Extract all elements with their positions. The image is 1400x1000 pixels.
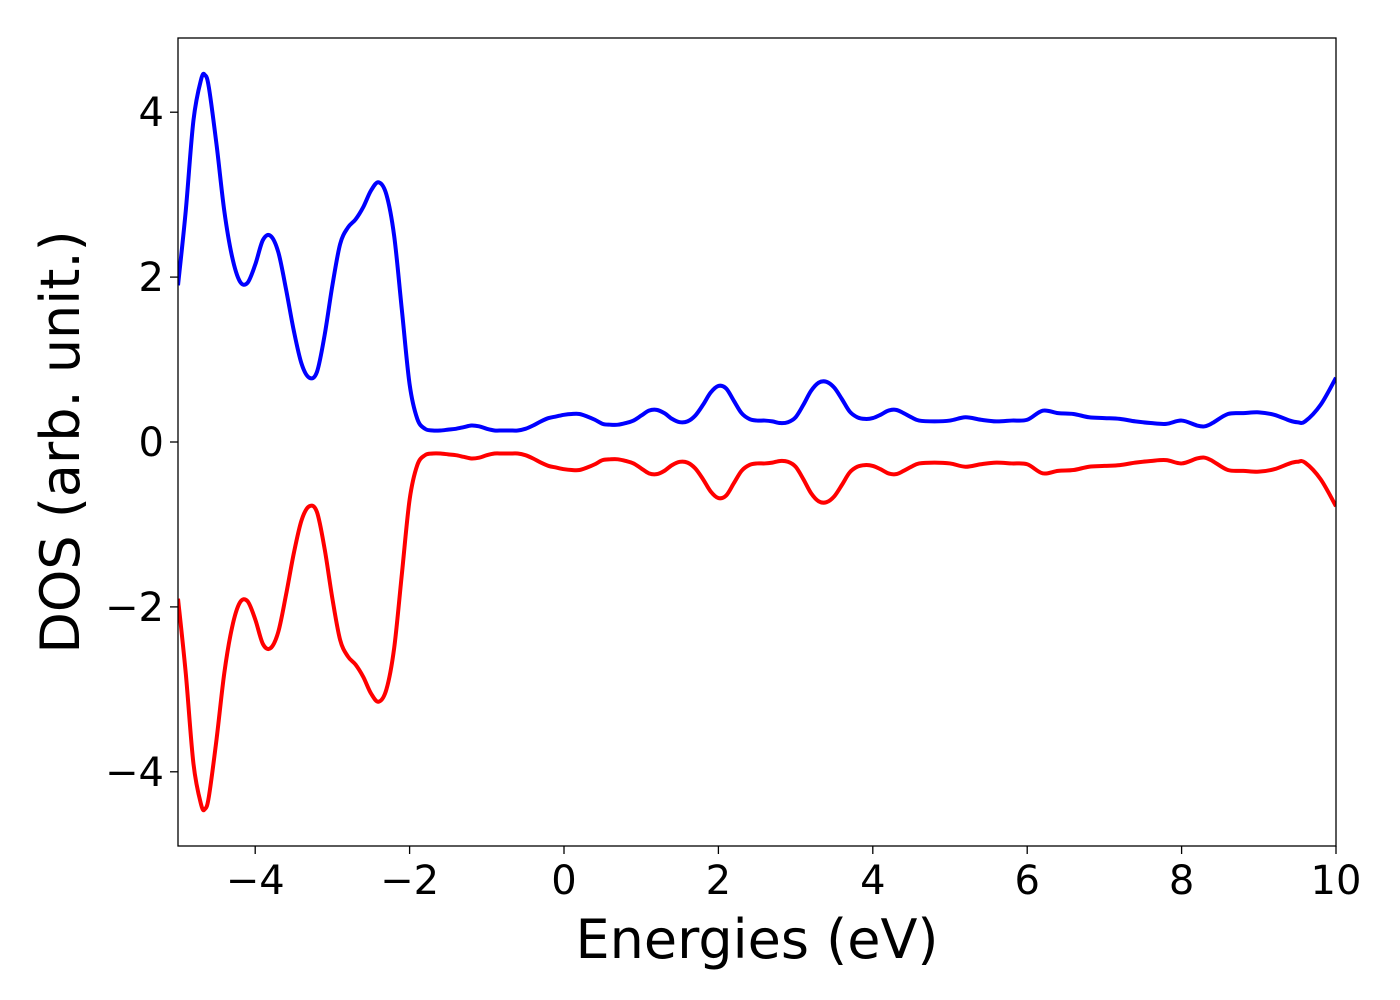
x-tick-label: 6	[1014, 858, 1039, 904]
x-tick-label: −2	[380, 858, 439, 904]
x-tick-label: 10	[1311, 858, 1362, 904]
series-line-1	[178, 71, 1336, 433]
x-axis-label: Energies (eV)	[576, 908, 939, 971]
y-axis-label: DOS (arb. unit.)	[29, 230, 92, 653]
series-line-2	[178, 451, 1336, 813]
y-tick-label: −4	[105, 750, 164, 796]
y-tick-label: −2	[105, 585, 164, 631]
x-tick-label: 8	[1169, 858, 1194, 904]
x-tick-label: −4	[226, 858, 285, 904]
ticks-layer: −4 −2 0 2 4 6 8 10 −4 −2 0 2 4	[105, 90, 1361, 904]
x-tick-label: 0	[551, 858, 576, 904]
plot-frame	[177, 37, 1337, 847]
y-tick-label: 4	[139, 90, 164, 136]
x-tick-label: 2	[706, 858, 731, 904]
series-layer	[178, 71, 1336, 813]
y-tick-label: 0	[139, 420, 164, 466]
x-tick-label: 4	[860, 858, 885, 904]
y-tick-label: 2	[139, 255, 164, 301]
